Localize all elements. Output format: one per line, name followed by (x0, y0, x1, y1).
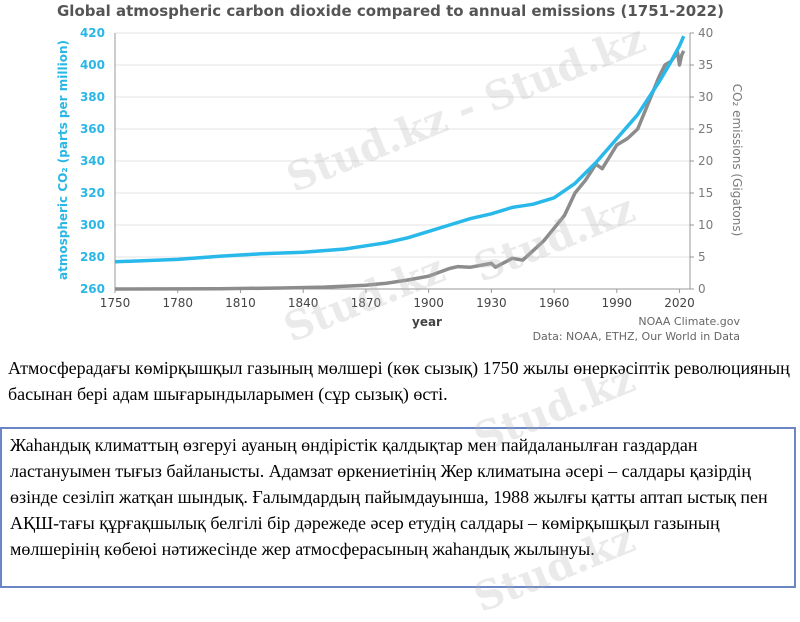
chart-svg: 260 280 300 320 340 360 380 400 420 0 5 10 15 20 25 30 3… (56, 26, 744, 343)
x-tick-1810: 1810 (225, 296, 256, 310)
y-right-tick-10: 10 (698, 218, 713, 232)
x-tick-2020: 2020 (664, 296, 695, 310)
y-axis-left-title: atmospheric CO₂ (parts per million) (56, 40, 70, 280)
x-tick-1930: 1930 (476, 296, 507, 310)
x-tick-1780: 1780 (162, 296, 193, 310)
y-right-tick-20: 20 (698, 154, 713, 168)
x-tick-1990: 1990 (602, 296, 633, 310)
y-left-tick-300: 300 (80, 218, 105, 232)
y-right-tick-30: 30 (698, 90, 713, 104)
series-line-co2-ppm (114, 35, 686, 264)
y-right-tick-15: 15 (698, 186, 713, 200)
y-right-tick-25: 25 (698, 122, 713, 136)
series-line-emissions (114, 50, 686, 291)
y-right-tick-0: 0 (698, 282, 706, 296)
chart-title: Global atmospheric carbon dioxide compar… (57, 2, 724, 20)
x-axis-title: year (412, 315, 442, 329)
y-right-tick-35: 35 (698, 58, 713, 72)
y-right-tick-5: 5 (698, 250, 706, 264)
x-tick-1900: 1900 (413, 296, 444, 310)
y-left-tick-340: 340 (80, 154, 105, 168)
y-left-tick-320: 320 (80, 186, 105, 200)
y-axis-right-title: CO₂ emissions (Gigatons) (730, 84, 744, 237)
x-tick-1870: 1870 (351, 296, 382, 310)
chart-figure: Global atmospheric carbon dioxide compar… (56, 2, 744, 343)
y-left-tick-360: 360 (80, 122, 105, 136)
tick-labels: 260 280 300 320 340 360 380 400 420 0 5 10 15 20 25 30 3… (80, 26, 713, 310)
x-tick-1960: 1960 (539, 296, 570, 310)
source-credit: NOAA Climate.gov (638, 315, 740, 328)
y-right-tick-40: 40 (698, 26, 713, 40)
chart-caption: Атмосферадағы көмірқышқыл газының мөлшер… (8, 358, 790, 404)
y-left-tick-400: 400 (80, 58, 105, 72)
series-lines (114, 35, 686, 291)
y-left-tick-420: 420 (80, 26, 105, 40)
x-tick-1750: 1750 (100, 296, 131, 310)
y-left-tick-280: 280 (80, 250, 105, 264)
y-left-tick-380: 380 (80, 90, 105, 104)
info-box: Жаһандық климаттың өзгеруі ауаның өндірі… (0, 427, 796, 588)
x-tick-1840: 1840 (288, 296, 319, 310)
y-left-tick-260: 260 (80, 282, 105, 296)
source-data-line: Data: NOAA, ETHZ, Our World in Data (533, 330, 740, 343)
